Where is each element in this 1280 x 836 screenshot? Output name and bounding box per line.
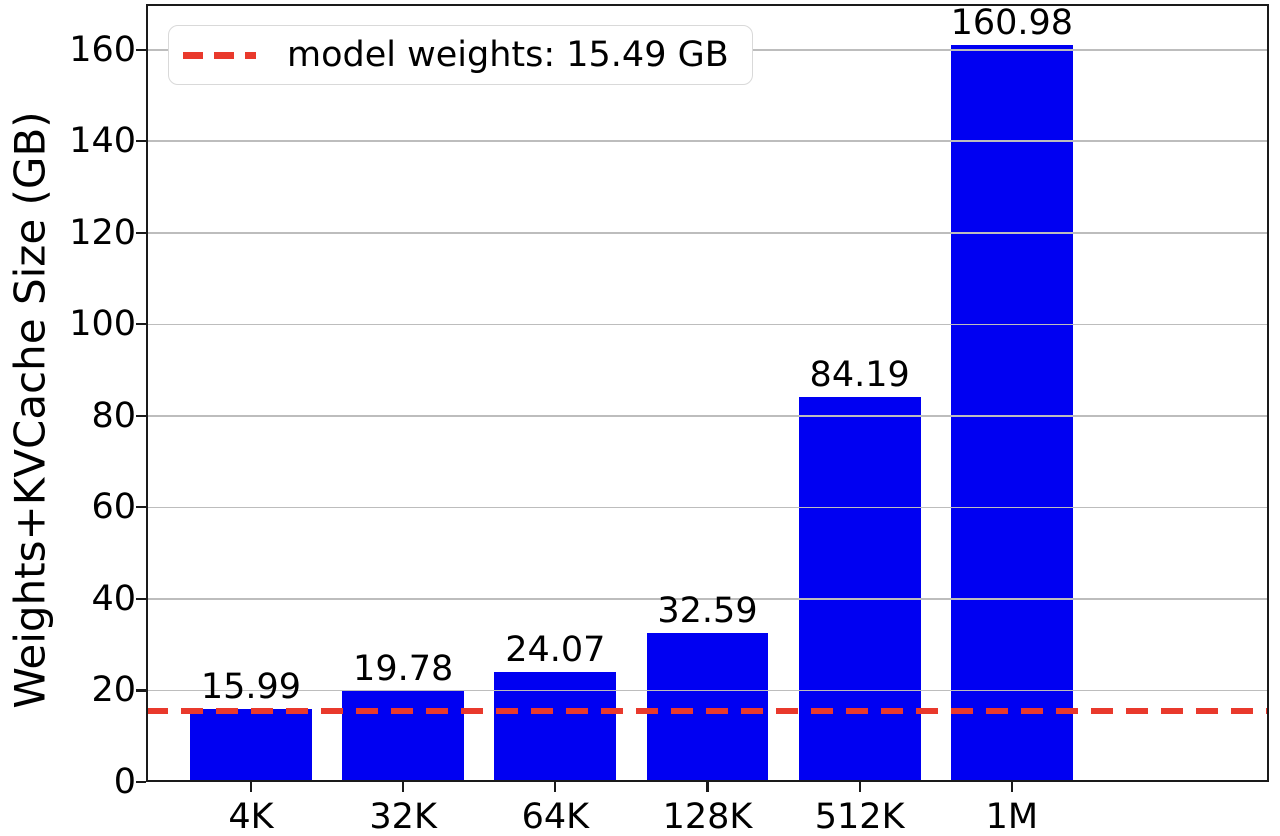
legend: model weights: 15.49 GB [168, 25, 753, 85]
x-tick-label-1M: 1M [985, 797, 1039, 836]
x-tick-label-64K: 64K [521, 797, 590, 836]
y-tick-mark-0 [136, 780, 146, 784]
y-tick-label-40: 40 [91, 578, 136, 619]
model-weights-reference-line [146, 707, 1269, 715]
gridline-120 [146, 232, 1269, 234]
y-tick-label-0: 0 [113, 762, 136, 802]
bar-value-label-4K: 15.99 [200, 666, 302, 707]
x-tick-label-512K: 512K [814, 797, 905, 836]
bar-4K [190, 708, 312, 782]
y-tick-mark-60 [136, 506, 146, 509]
x-tick-label-32K: 32K [369, 797, 437, 836]
y-tick-label-160: 160 [69, 29, 136, 70]
bar-value-label-64K: 24.07 [505, 629, 606, 670]
gridline-80 [146, 415, 1269, 417]
legend-label: model weights: 15.49 GB [287, 35, 729, 75]
x-tick-mark-128K [706, 782, 709, 792]
y-tick-mark-40 [136, 597, 146, 601]
gridline-140 [146, 140, 1269, 143]
bar-512K [798, 396, 921, 782]
y-tick-label-100: 100 [69, 304, 136, 345]
bar-1M [950, 45, 1073, 782]
x-tick-mark-32K [402, 782, 405, 792]
gridline-40 [146, 598, 1269, 600]
x-tick-mark-1M [1010, 782, 1013, 792]
y-tick-mark-140 [136, 140, 146, 143]
y-tick-mark-100 [136, 323, 146, 326]
y-tick-label-140: 140 [69, 121, 136, 162]
y-tick-label-20: 20 [91, 670, 136, 711]
x-tick-label-4K: 4K [228, 797, 274, 836]
dashed-line-legend-swatch [183, 51, 256, 59]
x-tick-label-128K: 128K [662, 797, 753, 836]
y-tick-mark-80 [136, 414, 146, 417]
y-tick-mark-160 [136, 48, 146, 51]
x-tick-mark-512K [858, 782, 861, 792]
x-tick-mark-4K [249, 782, 253, 792]
y-tick-label-120: 120 [69, 212, 136, 253]
y-tick-label-60: 60 [91, 487, 136, 528]
gridline-20 [146, 689, 1269, 692]
bar-128K [646, 632, 769, 782]
bar-value-label-1M: 160.98 [950, 3, 1074, 44]
bar-value-label-128K: 32.59 [657, 590, 758, 631]
gridline-60 [146, 506, 1269, 509]
bar-value-label-32K: 19.78 [353, 649, 454, 690]
y-tick-label-80: 80 [91, 395, 136, 436]
bar-value-label-512K: 84.19 [809, 354, 910, 395]
x-tick-mark-64K [554, 782, 557, 792]
y-tick-mark-120 [136, 231, 146, 234]
y-axis-label: Weights+KVCache Size (GB) [5, 111, 55, 709]
y-tick-mark-20 [136, 689, 146, 692]
gridline-100 [146, 323, 1269, 326]
bar-32K [342, 691, 465, 782]
